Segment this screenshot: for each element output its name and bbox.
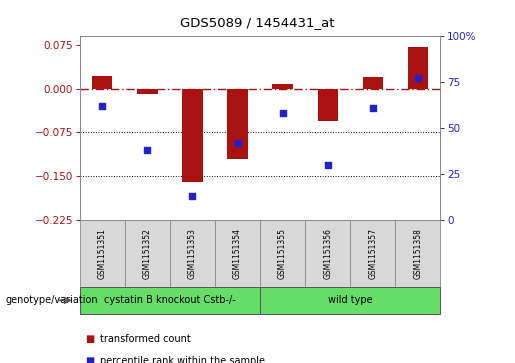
Bar — [408, 47, 428, 89]
Bar — [80, 287, 260, 314]
Bar — [125, 220, 170, 287]
Text: wild type: wild type — [328, 295, 372, 305]
Text: GSM1151351: GSM1151351 — [98, 228, 107, 279]
Text: GSM1151355: GSM1151355 — [278, 228, 287, 279]
Bar — [80, 220, 125, 287]
Bar — [318, 89, 338, 121]
Text: cystatin B knockout Cstb-/-: cystatin B knockout Cstb-/- — [104, 295, 236, 305]
Bar — [260, 220, 305, 287]
Text: GSM1151356: GSM1151356 — [323, 228, 332, 279]
Bar — [363, 77, 383, 89]
Text: GSM1151354: GSM1151354 — [233, 228, 242, 279]
Point — [369, 105, 377, 111]
Bar — [138, 89, 158, 94]
Text: ■: ■ — [85, 356, 94, 363]
Text: GDS5089 / 1454431_at: GDS5089 / 1454431_at — [180, 16, 335, 29]
Point — [414, 76, 422, 81]
Point — [279, 110, 287, 116]
Bar — [228, 89, 248, 159]
Text: genotype/variation: genotype/variation — [5, 295, 98, 305]
Bar — [350, 220, 396, 287]
Bar — [305, 220, 350, 287]
Point — [233, 140, 242, 146]
Text: GSM1151358: GSM1151358 — [414, 228, 422, 279]
Text: ■: ■ — [85, 334, 94, 344]
Point — [143, 147, 151, 153]
Point — [98, 103, 107, 109]
Bar — [92, 76, 112, 89]
Bar — [182, 89, 202, 182]
Point — [323, 162, 332, 168]
Text: GSM1151352: GSM1151352 — [143, 228, 152, 279]
Text: percentile rank within the sample: percentile rank within the sample — [100, 356, 265, 363]
Text: transformed count: transformed count — [100, 334, 191, 344]
Text: GSM1151353: GSM1151353 — [188, 228, 197, 279]
Bar — [272, 84, 293, 89]
Bar — [260, 287, 440, 314]
Point — [188, 193, 197, 199]
Bar — [215, 220, 260, 287]
Bar — [396, 220, 440, 287]
Text: GSM1151357: GSM1151357 — [368, 228, 377, 279]
Bar — [170, 220, 215, 287]
